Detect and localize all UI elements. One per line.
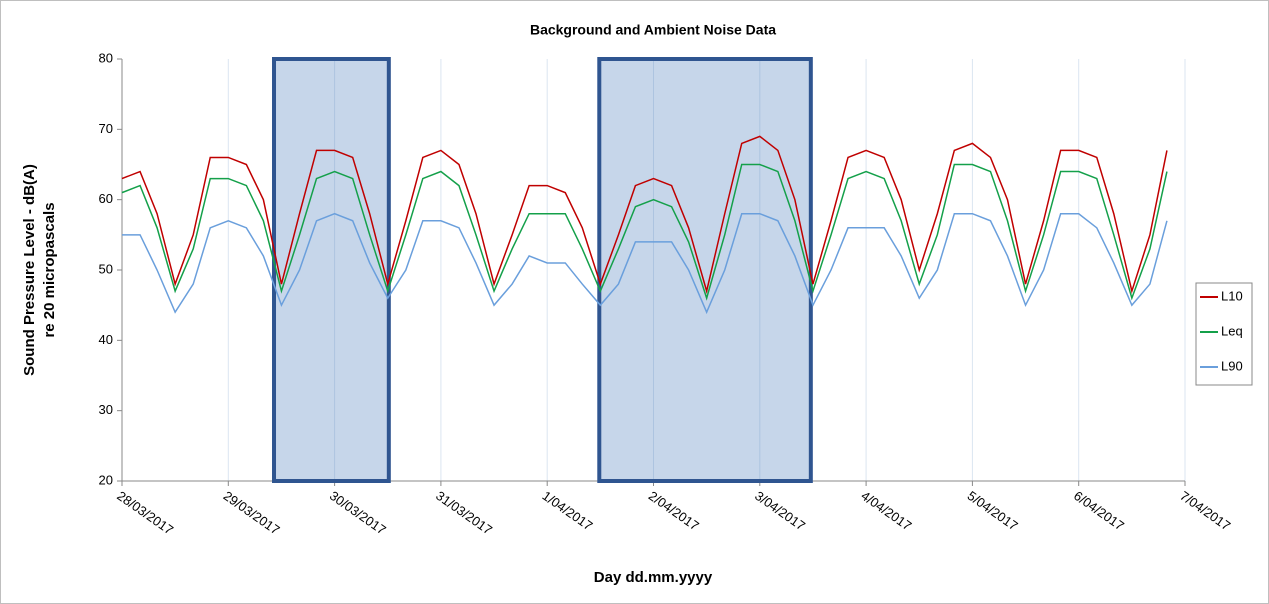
series-line [121,163,1168,301]
y-tick-label: 80 [99,50,113,65]
x-axis-title: Day dd.mm.yyyy [594,569,713,586]
y-tick-label: 50 [99,261,113,276]
legend-label: L90 [1221,358,1243,373]
y-axis-title: Sound Pressure Level - dB(A) [21,164,38,376]
series-line [122,212,1168,315]
series-line [121,135,1168,295]
highlight-box [272,57,391,483]
legend-label: Leq [1221,323,1243,338]
highlight-box [597,57,813,483]
legend-label: L10 [1221,288,1243,303]
y-tick-label: 40 [99,332,113,347]
y-tick-label: 70 [99,121,113,136]
y-tick-label: 60 [99,191,113,206]
y-axis-subtitle: re 20 micropascals [41,202,58,337]
y-tick-label: 20 [99,472,113,487]
y-tick-label: 30 [99,402,113,417]
chart-title: Background and Ambient Noise Data [530,22,776,38]
